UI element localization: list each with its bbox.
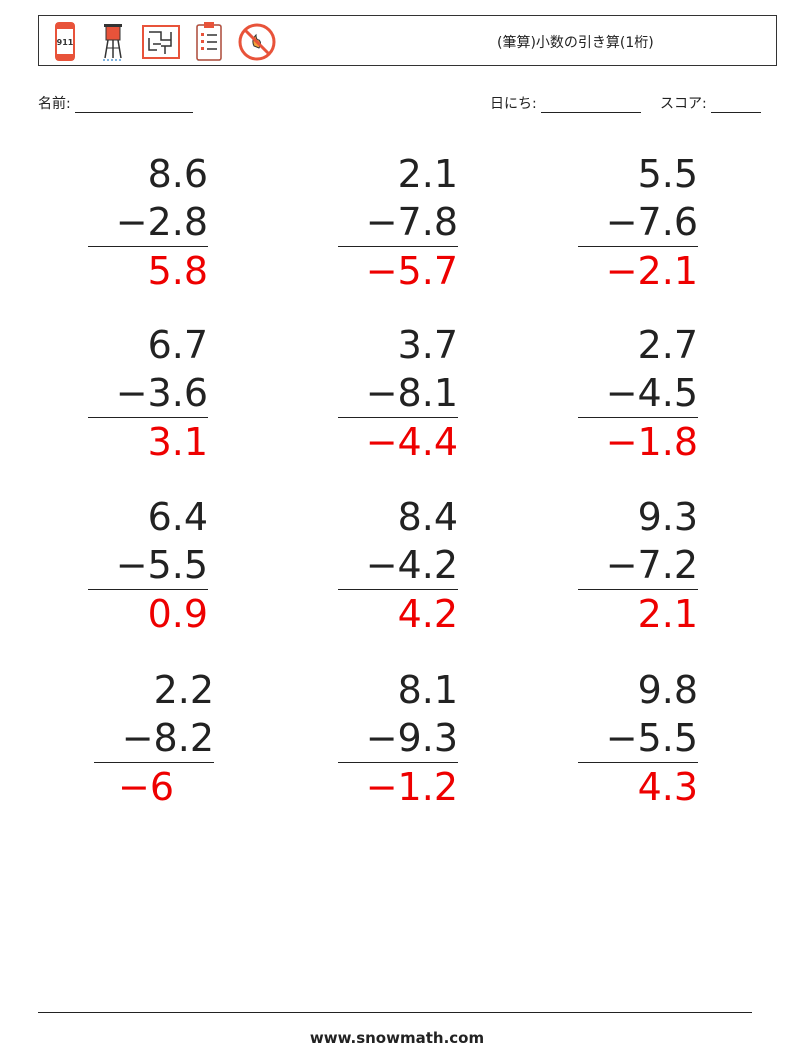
subtrahend: −8.1 [338,369,458,418]
clipboard-checklist-icon [196,22,222,61]
name-field[interactable]: 名前: [38,93,194,113]
date-blank[interactable] [541,98,642,113]
minuend: 6.4 [147,495,208,539]
problem-10: 2.2 −8.2 −6 [94,666,214,811]
score-label: スコア: [660,96,707,112]
score-field[interactable]: スコア: [660,93,762,113]
subtrahend: −2.8 [88,198,208,247]
answer: 0.9 [147,592,208,636]
answer: 4.3 [637,765,698,809]
minuend: 2.1 [397,152,458,196]
footer-site[interactable]: www.snowmath.com [309,1029,485,1047]
answer: −5.7 [365,249,458,293]
minuend: 9.8 [637,668,698,712]
minuend: 8.1 [397,668,458,712]
phone-911-icon: 911 [55,22,75,61]
date-field[interactable]: 日にち: [490,93,642,113]
header-icons: 911 [45,20,277,64]
worksheet-header: 911 [38,15,777,66]
problem-1: 8.6 −2.8 5.8 [88,150,208,295]
water-tower-icon [103,24,123,61]
no-fire-icon [238,23,276,61]
answer: 4.2 [397,592,458,636]
date-label: 日にち: [490,96,537,112]
subtrahend: −5.5 [578,714,698,763]
answer: −4.4 [365,420,458,464]
minuend: 5.5 [637,152,698,196]
footer-divider [38,1012,752,1013]
answer: 5.8 [147,249,208,293]
problem-9: 9.3 −7.2 2.1 [578,493,698,638]
problem-12: 9.8 −5.5 4.3 [578,666,698,811]
problem-8: 8.4 −4.2 4.2 [338,493,458,638]
maze-icon [142,25,180,59]
subtrahend: −3.6 [88,369,208,418]
minuend: 2.7 [637,323,698,367]
svg-text:911: 911 [57,38,74,47]
subtrahend: −7.8 [338,198,458,247]
minuend: 9.3 [637,495,698,539]
answer: −6 [118,765,175,809]
minuend: 2.2 [153,668,214,712]
name-blank[interactable] [75,98,194,113]
worksheet-title: (筆算)小数の引き算(1桁) [497,35,654,51]
subtrahend: −7.2 [578,541,698,590]
problem-2: 2.1 −7.8 −5.7 [338,150,458,295]
problem-6: 2.7 −4.5 −1.8 [578,321,698,466]
problem-5: 3.7 −8.1 −4.4 [338,321,458,466]
problem-11: 8.1 −9.3 −1.2 [338,666,458,811]
subtrahend: −7.6 [578,198,698,247]
problem-7: 6.4 −5.5 0.9 [88,493,208,638]
problem-3: 5.5 −7.6 −2.1 [578,150,698,295]
minuend: 6.7 [147,323,208,367]
problem-4: 6.7 −3.6 3.1 [88,321,208,466]
answer: −1.2 [365,765,458,809]
minuend: 3.7 [397,323,458,367]
answer: −1.8 [605,420,698,464]
subtrahend: −4.5 [578,369,698,418]
subtrahend: −5.5 [88,541,208,590]
answer: 2.1 [637,592,698,636]
subtrahend: −8.2 [94,714,214,763]
answer: 3.1 [147,420,208,464]
score-blank[interactable] [711,98,762,113]
name-label: 名前: [38,96,71,112]
subtrahend: −4.2 [338,541,458,590]
minuend: 8.6 [147,152,208,196]
subtrahend: −9.3 [338,714,458,763]
minuend: 8.4 [397,495,458,539]
answer: −2.1 [605,249,698,293]
